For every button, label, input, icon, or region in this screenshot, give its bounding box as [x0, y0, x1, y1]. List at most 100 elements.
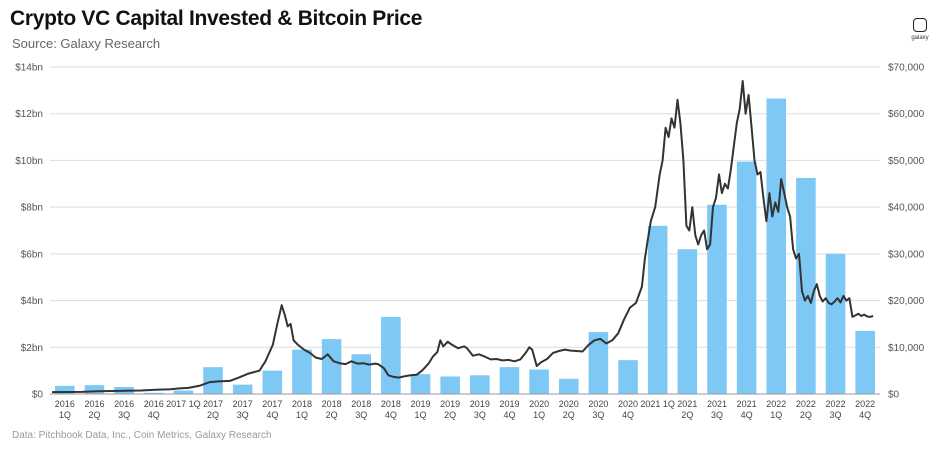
x-tick-label-quarter: 2Q — [800, 410, 812, 420]
bitcoin-price-line — [51, 80, 874, 394]
x-tick-label-year: 2019 — [470, 399, 490, 409]
bar — [766, 98, 787, 395]
bar — [262, 370, 283, 394]
x-tick-label-year: 2017 — [262, 399, 282, 409]
y-right-tick-label: $60,000 — [888, 109, 925, 120]
x-tick-label-quarter: 1Q — [770, 410, 782, 420]
bar — [588, 332, 609, 394]
x-tick-label-quarter: 2Q — [207, 410, 219, 420]
x-tick-label-year: 2020 — [618, 399, 638, 409]
bar — [855, 330, 875, 394]
bars-layer — [55, 98, 875, 395]
y-left-tick-label: $6bn — [21, 249, 43, 260]
x-tick-label-year: 2021 — [737, 399, 757, 409]
x-tick-label-quarter: 4Q — [148, 410, 160, 420]
galaxy-logo-icon — [913, 18, 927, 32]
bar — [499, 367, 520, 394]
bar — [707, 204, 727, 394]
x-tick-label-year: 2019 — [411, 399, 431, 409]
bar — [470, 375, 490, 394]
y-left-tick-label: $14bn — [15, 63, 43, 74]
x-tick-label-year: 2018 — [351, 399, 371, 409]
bar — [558, 378, 579, 394]
x-tick-label-year: 2020 — [559, 399, 579, 409]
x-tick-label-quarter: 1Q — [415, 410, 427, 420]
x-tick-label-quarter: 3Q — [118, 410, 130, 420]
x-tick-label-year: 2017 1Q — [166, 399, 201, 409]
y-left-tick-label: $8bn — [21, 203, 43, 214]
bar — [440, 376, 460, 394]
bar — [677, 249, 698, 394]
x-tick-label-year: 2018 — [381, 399, 401, 409]
x-tick-label-year: 2021 — [677, 399, 697, 409]
chart-subtitle: Source: Galaxy Research — [12, 36, 161, 51]
galaxy-logo: galaxy — [908, 18, 932, 41]
y-left-tick-label: $0 — [32, 390, 44, 401]
chart-title: Crypto VC Capital Invested & Bitcoin Pri… — [10, 7, 423, 30]
y-left-tick-label: $10bn — [15, 156, 43, 167]
bar — [647, 225, 668, 394]
x-tick-label-year: 2020 — [529, 399, 549, 409]
y-right-tick-label: $50,000 — [888, 156, 925, 167]
bar — [173, 390, 194, 394]
x-tick-label-quarter: 3Q — [830, 410, 842, 420]
x-tick-label-year: 2016 — [84, 399, 104, 409]
data-source-note: Data: Pitchbook Data, Inc., Coin Metrics… — [12, 430, 272, 441]
line-layer — [51, 80, 874, 394]
y-right-tick-label: $0 — [888, 390, 900, 401]
x-tick-label-year: 2016 — [114, 399, 134, 409]
bar — [232, 384, 253, 394]
bar — [736, 161, 757, 394]
x-tick-label-quarter: 2Q — [681, 410, 693, 420]
y-right-tick-label: $40,000 — [888, 203, 925, 214]
y-right-tick-label: $20,000 — [888, 296, 925, 307]
x-tick-label-quarter: 2Q — [563, 410, 575, 420]
bar — [825, 253, 846, 394]
bar — [796, 177, 816, 394]
bar — [410, 374, 431, 394]
bar — [55, 385, 75, 394]
x-tick-label-quarter: 1Q — [59, 410, 71, 420]
x-tick-label-quarter: 3Q — [474, 410, 486, 420]
x-tick-label-year: 2022 — [766, 399, 786, 409]
bar — [321, 339, 342, 394]
y-right-tick-label: $30,000 — [888, 249, 925, 260]
x-tick-label-quarter: 4Q — [503, 410, 515, 420]
x-tick-label-quarter: 2Q — [326, 410, 338, 420]
x-tick-label-year: 2018 — [292, 399, 312, 409]
x-tick-label-year: 2016 — [144, 399, 164, 409]
x-tick-label-quarter: 1Q — [533, 410, 545, 420]
bar — [529, 369, 549, 394]
x-tick-label-quarter: 4Q — [622, 410, 634, 420]
y-left-tick-label: $12bn — [15, 109, 43, 120]
x-tick-label-quarter: 3Q — [592, 410, 604, 420]
x-tick-label-quarter: 4Q — [385, 410, 397, 420]
x-tick-label-year: 2022 — [855, 399, 875, 409]
x-tick-label-quarter: 1Q — [296, 410, 308, 420]
bar — [143, 392, 164, 394]
x-tick-label-year: 2019 — [440, 399, 460, 409]
x-tick-label-year: 2022 — [826, 399, 846, 409]
y-left-tick-label: $4bn — [21, 296, 43, 307]
x-tick-label-quarter: 3Q — [355, 410, 367, 420]
x-tick-label-year: 2022 — [796, 399, 816, 409]
x-tick-label-quarter: 4Q — [741, 410, 753, 420]
x-tick-label-quarter: 4Q — [859, 410, 871, 420]
x-tick-label-quarter: 2Q — [88, 410, 100, 420]
logo-text: galaxy — [911, 35, 929, 41]
y-left-tick-label: $2bn — [21, 343, 43, 354]
x-tick-label-year: 2021 — [707, 399, 727, 409]
x-tick-label-year: 2016 — [55, 399, 75, 409]
x-tick-label-year: 2020 — [588, 399, 608, 409]
bar — [351, 354, 372, 394]
bar — [618, 360, 638, 394]
x-tick-label-year: 2017 — [233, 399, 253, 409]
x-tick-label-year: 2017 — [203, 399, 223, 409]
bar — [203, 367, 223, 394]
x-tick-label-year: 2019 — [499, 399, 519, 409]
y-right-tick-label: $70,000 — [888, 63, 925, 74]
x-tick-label-quarter: 4Q — [266, 410, 278, 420]
x-tick-label-quarter: 3Q — [711, 410, 723, 420]
y-right-tick-label: $10,000 — [888, 343, 925, 354]
